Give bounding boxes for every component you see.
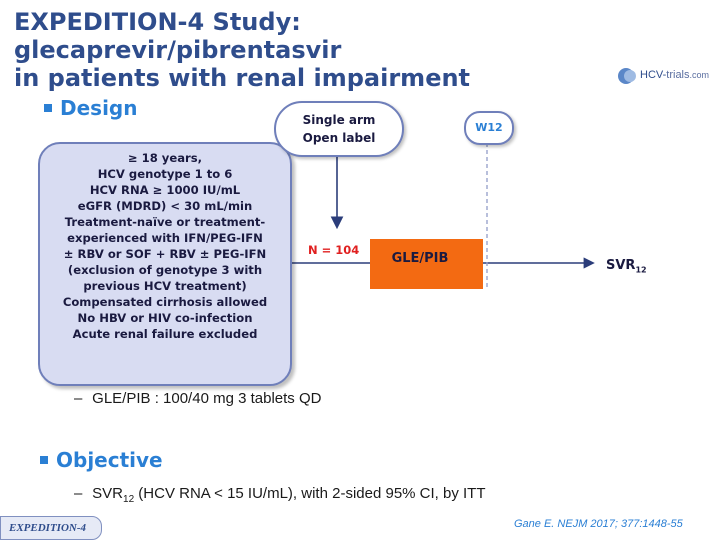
bullet-icon <box>40 456 48 464</box>
single-arm-line: Single arm <box>302 113 376 127</box>
treatment-arm-label: GLE/PIB <box>391 251 449 266</box>
logo-suffix: trials <box>666 69 690 81</box>
citation: Gane E. NEJM 2017; 377:1448-55 <box>514 518 683 530</box>
endpoint-rest: (HCV RNA < 15 IU/mL), with 2-sided 95% C… <box>134 485 486 502</box>
dose-note-text: GLE/PIB : 100/40 mg 3 tablets QD <box>92 390 322 407</box>
week12-marker: W12 <box>464 111 514 145</box>
criteria-item: HCV RNA ≥ 1000 IU/mL <box>89 183 241 197</box>
criteria-item: previous HCV treatment) <box>83 279 247 293</box>
title-line-1: EXPEDITION-4 Study: glecaprevir/pibrenta… <box>14 8 342 64</box>
endpoint-main: SVR <box>92 485 124 502</box>
outcome-label: SVR12 <box>606 258 647 275</box>
dash-icon: – <box>74 390 83 407</box>
criteria-item: Treatment-naïve or treatment- <box>64 215 266 229</box>
logo-text: HCV-trials.com <box>640 69 709 81</box>
open-label-line: Open label <box>302 131 376 145</box>
objective-endpoint: – SVR12 (HCV RNA < 15 IU/mL), with 2-sid… <box>74 485 486 505</box>
treatment-arm-box: GLE/PIB <box>370 239 483 289</box>
dose-note: – GLE/PIB : 100/40 mg 3 tablets QD <box>74 390 321 407</box>
criteria-item: Acute renal failure excluded <box>72 327 258 341</box>
criteria-item: experienced with IFN/PEG-IFN <box>67 231 263 245</box>
endpoint-sub: 12 <box>123 494 135 505</box>
criteria-item: ≥ 18 years, <box>127 151 203 165</box>
hcv-trials-logo: HCV-trials.com <box>616 66 716 86</box>
sample-size-label: N = 104 <box>308 243 360 257</box>
logo-icon <box>618 68 636 84</box>
dash-icon: – <box>74 485 83 502</box>
outcome-sub: 12 <box>635 265 647 275</box>
logo-main: HCV- <box>640 69 667 81</box>
criteria-item: No HBV or HIV co-infection <box>77 311 253 325</box>
title-line-2: in patients with renal impairment <box>14 64 471 92</box>
inclusion-criteria-list: ≥ 18 years, HCV genotype 1 to 6 HCV RNA … <box>40 150 290 342</box>
outcome-main: SVR <box>606 258 636 273</box>
objective-heading: Objective <box>56 448 163 472</box>
single-arm-label-box: Single arm Open label <box>274 101 404 157</box>
design-heading: Design <box>60 96 138 120</box>
criteria-item: ± RBV or SOF + RBV ± PEG-IFN <box>63 247 267 261</box>
bullet-icon <box>44 104 52 112</box>
study-tag: EXPEDITION-4 <box>0 516 102 540</box>
criteria-item: Compensated cirrhosis allowed <box>62 295 268 309</box>
slide-title: EXPEDITION-4 Study: glecaprevir/pibrenta… <box>14 8 614 92</box>
inclusion-criteria-box: ≥ 18 years, HCV genotype 1 to 6 HCV RNA … <box>38 142 292 386</box>
logo-tld: .com <box>689 70 710 80</box>
criteria-item: (exclusion of genotype 3 with <box>67 263 263 277</box>
criteria-item: HCV genotype 1 to 6 <box>97 167 233 181</box>
criteria-item: eGFR (MDRD) < 30 mL/min <box>77 199 253 213</box>
